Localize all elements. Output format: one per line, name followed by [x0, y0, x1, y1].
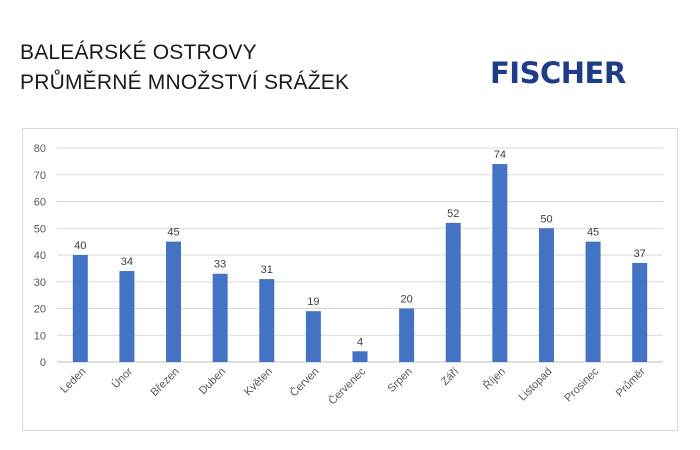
data-label: 37: [634, 248, 646, 260]
y-tick-label: 30: [34, 277, 46, 289]
y-tick-label: 40: [34, 250, 46, 262]
x-tick-label: Únor: [109, 365, 135, 391]
y-tick-label: 20: [34, 304, 46, 316]
data-label: 20: [400, 294, 412, 306]
y-tick-label: 80: [34, 143, 46, 155]
x-tick-label: Září: [439, 366, 461, 388]
title-line-2: PRŮMĚRNÉ MNOŽSTVÍ SRÁŽEK: [20, 71, 350, 94]
title-line-1: BALEÁRSKÉ OSTROVY: [20, 41, 257, 64]
bar-0: [72, 255, 88, 362]
y-tick-label: 50: [34, 223, 46, 235]
bar-6: [352, 351, 368, 362]
bar-7: [399, 308, 415, 362]
bar-4: [259, 279, 275, 362]
bar-11: [585, 241, 601, 362]
x-tick-label: Listopad: [517, 366, 555, 404]
chart-title: BALEÁRSKÉ OSTROVY PRŮMĚRNÉ MNOŽSTVÍ SRÁŽ…: [20, 38, 349, 98]
data-label: 50: [540, 213, 552, 225]
chart-frame: [22, 128, 678, 431]
fischer-logo: FISCHER: [490, 56, 626, 90]
bar-2: [166, 241, 182, 362]
y-tick-label: 70: [34, 170, 46, 182]
x-tick-label: Prosinec: [562, 365, 601, 404]
bar-5: [305, 311, 321, 362]
y-tick-label: 0: [40, 357, 46, 369]
data-label: 33: [214, 259, 226, 271]
x-tick-label: Srpen: [385, 366, 414, 395]
data-label: 34: [121, 256, 133, 268]
x-tick-label: Březen: [149, 366, 182, 399]
bar-1: [119, 271, 135, 362]
data-label: 19: [307, 296, 319, 308]
y-tick-label: 60: [34, 197, 46, 209]
x-tick-label: Červen: [287, 365, 321, 399]
data-label: 52: [447, 208, 459, 220]
data-label: 74: [494, 149, 506, 161]
data-label: 31: [261, 264, 273, 276]
bar-8: [445, 222, 461, 362]
data-label: 40: [74, 240, 86, 252]
data-label: 45: [167, 227, 179, 239]
x-tick-label: Květen: [242, 366, 275, 399]
bar-9: [492, 164, 508, 362]
y-tick-label: 10: [34, 330, 46, 342]
x-tick-label: Červenec: [326, 365, 369, 408]
bar-12: [632, 263, 648, 362]
bar-3: [212, 273, 228, 362]
bar-10: [538, 228, 554, 362]
data-label: 45: [587, 227, 599, 239]
x-tick-label: Leden: [58, 366, 88, 396]
x-tick-label: Průměr: [614, 365, 648, 399]
data-label: 4: [357, 336, 363, 348]
x-tick-label: Říjen: [481, 365, 508, 392]
x-tick-label: Duben: [197, 366, 228, 397]
